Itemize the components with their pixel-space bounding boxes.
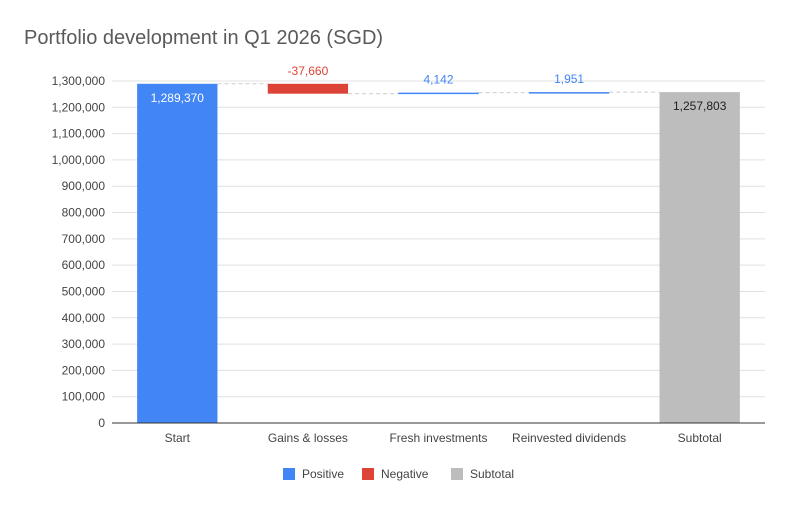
- x-tick-label: Fresh investments: [389, 431, 487, 445]
- legend-label: Negative: [381, 467, 429, 481]
- data-label: 1,289,370: [151, 91, 205, 105]
- x-tick-label: Reinvested dividends: [512, 431, 626, 445]
- y-tick-label: 700,000: [62, 232, 106, 246]
- data-label: 4,142: [423, 73, 453, 87]
- y-tick-label: 1,100,000: [52, 127, 106, 141]
- y-tick-label: 1,200,000: [52, 100, 106, 114]
- bar-positive: [528, 92, 610, 94]
- x-tick-label: Gains & losses: [268, 431, 348, 445]
- data-label: 1,951: [554, 72, 584, 86]
- x-tick-label: Subtotal: [678, 431, 722, 445]
- y-tick-label: 400,000: [62, 311, 106, 325]
- legend-swatch-negative: [362, 468, 374, 480]
- y-tick-label: 800,000: [62, 206, 106, 220]
- legend-label: Positive: [302, 467, 344, 481]
- y-tick-label: 500,000: [62, 284, 106, 298]
- y-tick-label: 100,000: [62, 390, 106, 404]
- legend-swatch-subtotal: [451, 468, 463, 480]
- data-label: -37,660: [288, 64, 329, 78]
- bar-subtotal: [659, 92, 740, 423]
- y-tick-label: 200,000: [62, 363, 106, 377]
- data-label: 1,257,803: [673, 99, 727, 113]
- y-tick-label: 900,000: [62, 179, 106, 193]
- chart-title: Portfolio development in Q1 2026 (SGD): [24, 27, 384, 49]
- x-tick-label: Start: [165, 431, 191, 445]
- bar-negative: [267, 83, 349, 94]
- bar-positive: [398, 92, 479, 95]
- y-tick-label: 600,000: [62, 258, 106, 272]
- legend-swatch-positive: [283, 468, 295, 480]
- bar-positive: [137, 83, 218, 423]
- legend-label: Subtotal: [470, 467, 514, 481]
- y-tick-label: 0: [98, 416, 105, 430]
- y-tick-label: 1,000,000: [52, 153, 106, 167]
- y-tick-label: 1,300,000: [52, 74, 106, 88]
- y-tick-label: 300,000: [62, 337, 106, 351]
